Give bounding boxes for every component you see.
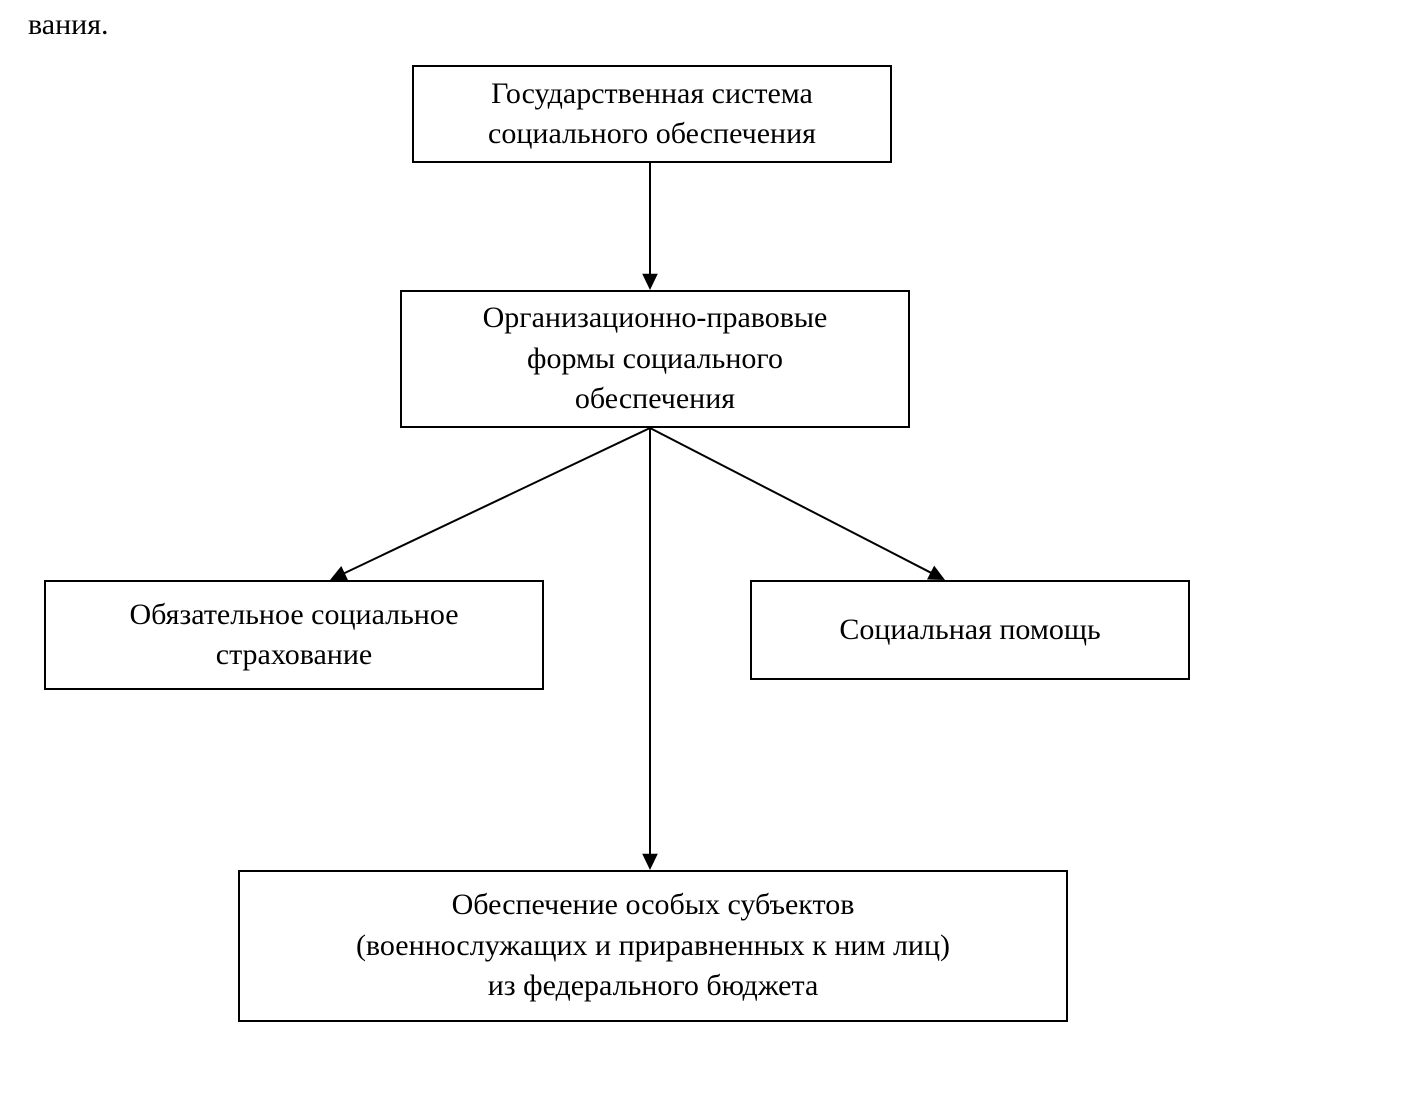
node-mandatory-insurance: Обязательное социальноестрахование	[44, 580, 544, 690]
node-social-assistance: Социальная помощь	[750, 580, 1190, 680]
stray-text-fragment: вания.	[28, 8, 109, 42]
node-label: Социальная помощь	[839, 610, 1100, 651]
node-label: Обязательное социальноестрахование	[129, 595, 458, 676]
node-label: Организационно-правовыеформы социального…	[483, 298, 828, 420]
node-special-subjects: Обеспечение особых субъектов(военнослужа…	[238, 870, 1068, 1022]
node-label: Государственная системасоциального обесп…	[488, 74, 816, 155]
node-org-legal-forms: Организационно-правовыеформы социального…	[400, 290, 910, 428]
node-state-system: Государственная системасоциального обесп…	[412, 65, 892, 163]
node-label: Обеспечение особых субъектов(военнослужа…	[356, 885, 950, 1007]
